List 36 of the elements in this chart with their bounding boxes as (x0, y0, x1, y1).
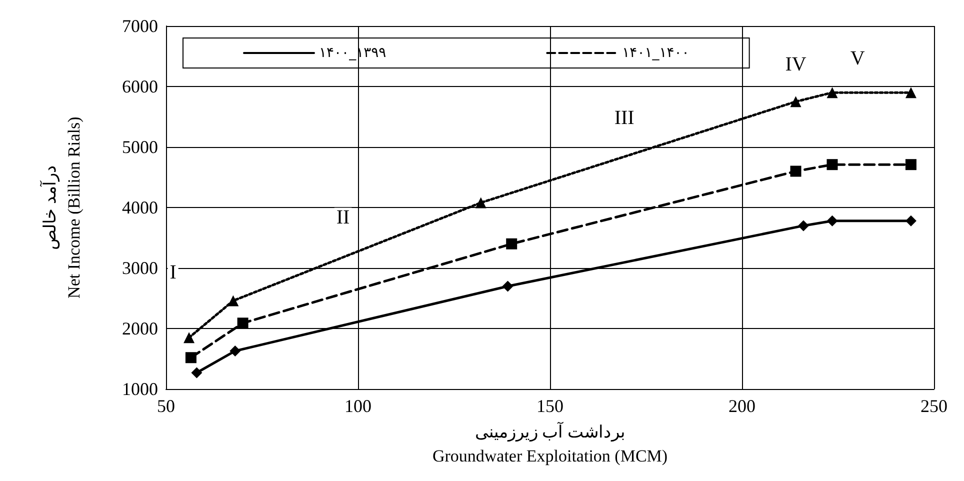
point (826, 215, 838, 226)
x-tick-label: 100 (344, 396, 372, 416)
y-tick-label: 4000 (122, 198, 158, 218)
point (237, 318, 248, 329)
point (502, 280, 514, 292)
annotation: IV (785, 54, 807, 76)
point (905, 215, 916, 226)
point (228, 295, 239, 306)
point (905, 87, 916, 98)
point (230, 345, 241, 356)
x-tick-label: 250 (920, 396, 948, 416)
y-tick-label: 6000 (122, 76, 158, 97)
point (475, 197, 486, 208)
point (185, 352, 196, 364)
annotation: II (336, 206, 350, 229)
legend-label: ۱۴۰۱_۱۴۰۰ (622, 45, 690, 61)
point (790, 96, 802, 108)
x-tick-label: 150 (536, 396, 564, 416)
point (798, 220, 809, 232)
point (184, 332, 195, 344)
y-tick-label: 5000 (122, 137, 158, 158)
annotation: III (614, 107, 634, 130)
y-tick-label: 2000 (122, 318, 158, 339)
point (191, 367, 202, 378)
point (790, 166, 802, 177)
y-tick-label: 3000 (122, 258, 158, 278)
y-tick-label: 7000 (122, 16, 158, 36)
point (905, 159, 916, 170)
point (826, 87, 838, 98)
x-tick-label: 50 (157, 396, 175, 416)
x-tick-label: 200 (728, 396, 756, 416)
y-tick-label: 1000 (122, 379, 158, 400)
annotation: I (170, 262, 176, 284)
point (506, 238, 518, 250)
point (826, 159, 838, 170)
annotation: V (850, 48, 866, 70)
